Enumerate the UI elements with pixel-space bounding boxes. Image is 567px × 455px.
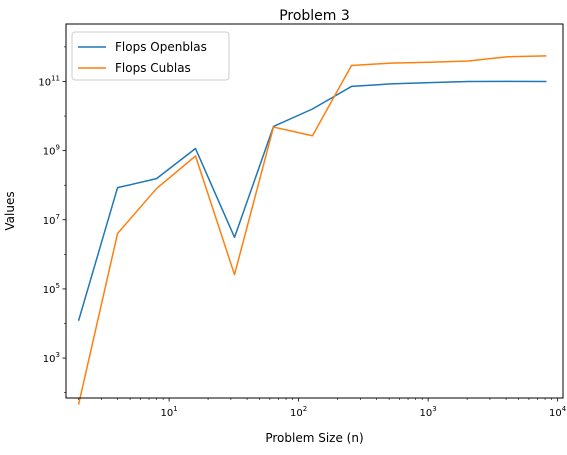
chart-title: Problem 3 — [279, 8, 350, 24]
series-line-2 — [77, 55, 547, 405]
legend-label-2: Flops Cublas — [115, 61, 191, 75]
y-axis: 103 105 107 109 1011 — [38, 46, 66, 393]
plot-frame — [65, 23, 564, 399]
legend-label-1: Flops Openblas — [115, 40, 207, 54]
x-tick-label: 103 — [420, 405, 437, 419]
x-axis-label: Problem Size (n) — [265, 431, 363, 445]
legend-box — [71, 31, 230, 81]
y-tick-label: 105 — [43, 282, 60, 296]
x-tick-label: 104 — [549, 405, 567, 419]
y-axis-label: Values — [3, 191, 17, 230]
x-tick-label: 101 — [160, 405, 177, 419]
series-layer — [77, 55, 547, 405]
series-line-1 — [77, 80, 547, 321]
legend: Flops Openblas Flops Cublas — [71, 31, 230, 81]
x-tick-label: 102 — [290, 405, 307, 419]
x-axis: 101 102 103 104 — [78, 398, 567, 419]
y-tick-label: 109 — [43, 144, 60, 158]
y-tick-label: 107 — [43, 213, 60, 227]
y-tick-label: 1011 — [38, 74, 60, 88]
y-tick-label: 103 — [43, 351, 60, 365]
